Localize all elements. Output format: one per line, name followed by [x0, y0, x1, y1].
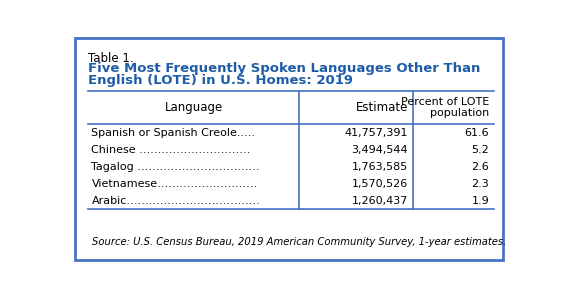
Text: 41,757,391: 41,757,391: [345, 127, 408, 137]
Text: 2.6: 2.6: [472, 162, 489, 172]
Text: Source: U.S. Census Bureau, 2019 American Community Survey, 1-year estimates.: Source: U.S. Census Bureau, 2019 America…: [92, 237, 506, 247]
Text: Estimate: Estimate: [355, 101, 408, 114]
Text: 2.3: 2.3: [472, 178, 489, 189]
Text: 5.2: 5.2: [472, 145, 489, 155]
Text: Table 1.: Table 1.: [88, 53, 134, 65]
FancyBboxPatch shape: [75, 38, 503, 260]
Text: Language: Language: [165, 101, 223, 114]
Text: Spanish or Spanish Creole.....: Spanish or Spanish Creole.....: [91, 127, 255, 137]
Text: Chinese …………………………: Chinese …………………………: [91, 145, 251, 155]
Text: 1.9: 1.9: [472, 196, 489, 206]
Text: 1,570,526: 1,570,526: [352, 178, 408, 189]
Text: Tagalog ……………………………: Tagalog ……………………………: [91, 162, 260, 172]
Text: English (LOTE) in U.S. Homes: 2019: English (LOTE) in U.S. Homes: 2019: [88, 74, 353, 87]
Text: 1,260,437: 1,260,437: [351, 196, 408, 206]
Text: Vietnamese………………………: Vietnamese………………………: [91, 178, 258, 189]
Text: Arabic………………………………: Arabic………………………………: [91, 196, 261, 206]
Text: 61.6: 61.6: [465, 127, 489, 137]
Text: Percent of LOTE
population: Percent of LOTE population: [401, 97, 489, 118]
Text: Five Most Frequently Spoken Languages Other Than: Five Most Frequently Spoken Languages Ot…: [88, 62, 481, 75]
Text: 1,763,585: 1,763,585: [352, 162, 408, 172]
Text: 3,494,544: 3,494,544: [351, 145, 408, 155]
